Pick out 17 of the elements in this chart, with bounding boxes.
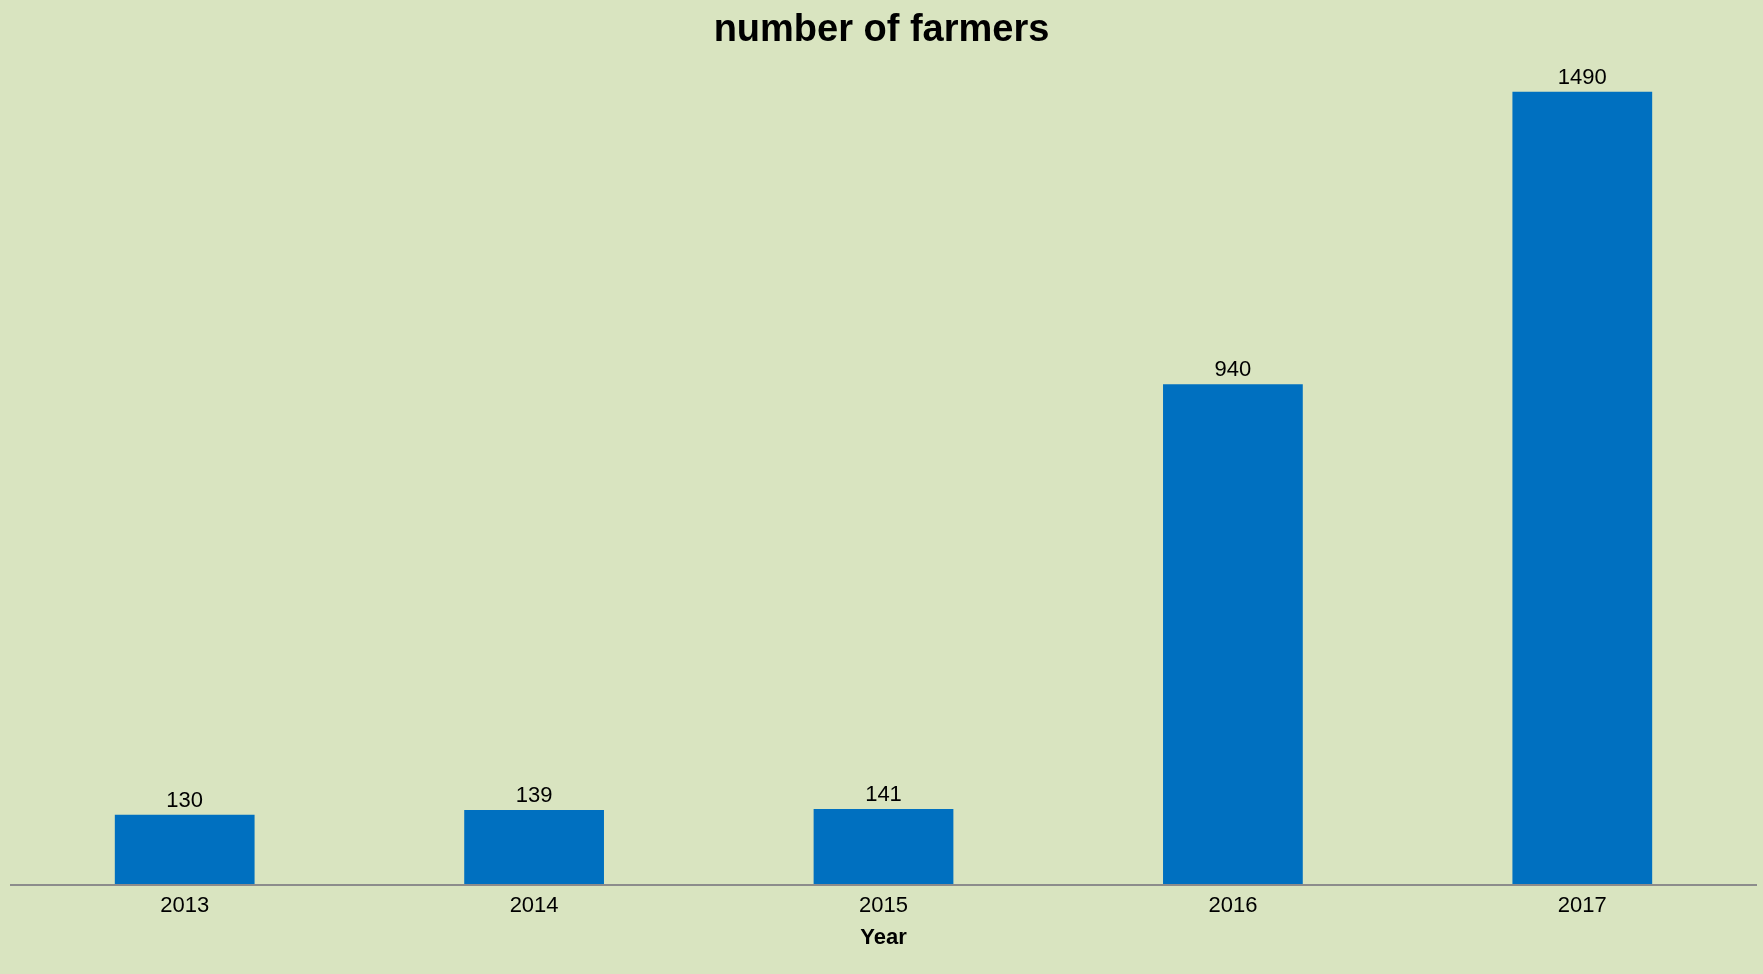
data-label: 940: [1214, 356, 1252, 382]
chart-title: number of farmers: [713, 7, 1050, 50]
x-tick-label: 2016: [1208, 892, 1258, 918]
data-label: 141: [865, 781, 902, 807]
bar: [1163, 384, 1303, 884]
bar: [464, 810, 604, 884]
bar: [114, 814, 255, 884]
x-tick-label: 2017: [1557, 892, 1607, 918]
x-axis-title: Year: [860, 923, 908, 949]
data-label: 139: [515, 782, 553, 808]
data-label: 1490: [1557, 63, 1607, 89]
x-tick-label: 2014: [509, 892, 559, 918]
x-tick-label: 2013: [160, 892, 210, 918]
x-tick-label: 2015: [859, 892, 908, 918]
data-label: 130: [166, 786, 204, 812]
bar: [813, 809, 954, 884]
bar: [1512, 91, 1653, 884]
